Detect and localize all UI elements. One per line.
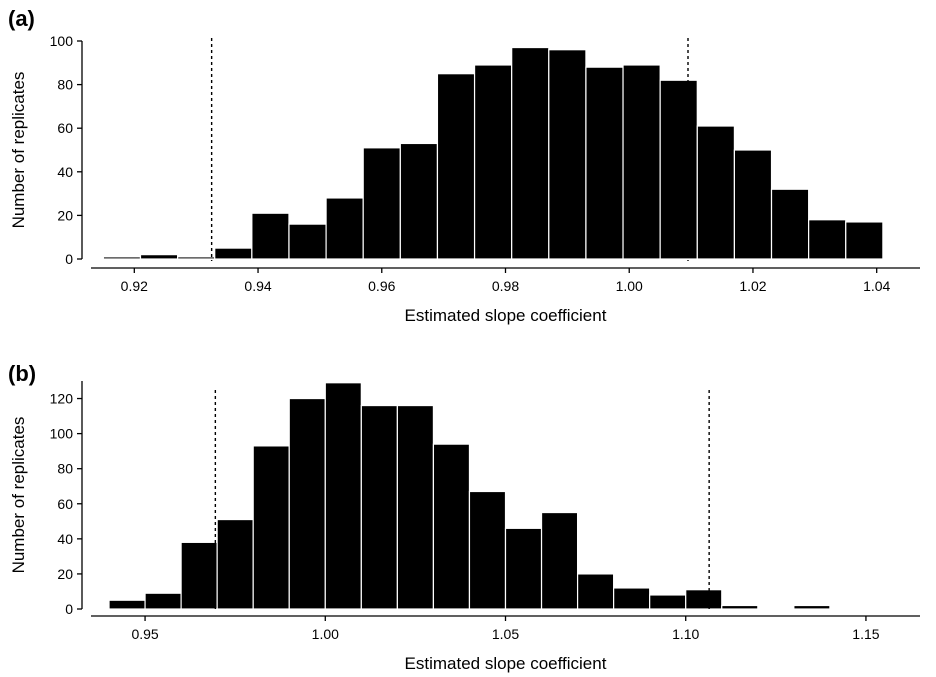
histogram-bar bbox=[548, 49, 587, 260]
histogram-bar bbox=[504, 527, 543, 610]
histogram-bar bbox=[793, 604, 831, 610]
y-tick-label: 0 bbox=[65, 601, 73, 617]
histogram-bar bbox=[362, 147, 401, 260]
x-tick-label: 1.10 bbox=[672, 626, 699, 642]
y-tick-label: 40 bbox=[57, 164, 73, 180]
x-tick-label: 1.00 bbox=[312, 626, 339, 642]
y-tick-label: 100 bbox=[50, 33, 74, 49]
x-tick-label: 1.00 bbox=[616, 278, 643, 294]
y-tick-label: 0 bbox=[65, 251, 73, 267]
histogram-bar bbox=[649, 594, 687, 610]
chart-b: 0 20 40 60 80 100 120 0.95 1.00 1.05 1.10 1.15 Estim… bbox=[9, 381, 920, 673]
histogram-bar bbox=[144, 592, 182, 610]
histogram-bar bbox=[325, 197, 364, 260]
panel-a-label: (a) bbox=[8, 6, 35, 31]
chart-a: 0 20 40 60 80 100 0.92 0.94 0.96 0.98 1.00 1.02 1.04… bbox=[9, 33, 920, 325]
y-axis-label: Number of replicates bbox=[9, 417, 28, 574]
x-axis-label: Estimated slope coefficient bbox=[405, 306, 607, 325]
histogram-bar bbox=[216, 518, 254, 610]
y-axis-label: Number of replicates bbox=[9, 72, 28, 229]
y-tick-label: 40 bbox=[57, 531, 73, 547]
y-tick-label: 60 bbox=[57, 120, 73, 136]
histogram-bar bbox=[399, 142, 439, 260]
histogram-bar bbox=[139, 254, 179, 260]
histogram-bar bbox=[252, 445, 290, 610]
histogram-bar bbox=[622, 64, 661, 260]
histogram-bar bbox=[436, 73, 476, 260]
y-tick-label: 60 bbox=[57, 496, 73, 512]
x-tick-label: 1.15 bbox=[852, 626, 879, 642]
y-tick-label: 80 bbox=[57, 77, 73, 93]
histogram-bar bbox=[108, 599, 146, 610]
histogram-bar bbox=[659, 79, 698, 260]
histogram-bar bbox=[721, 604, 759, 610]
x-tick-label: 1.05 bbox=[492, 626, 519, 642]
histogram-bar bbox=[576, 573, 615, 610]
histogram-bar bbox=[288, 223, 327, 260]
x-axis-label: Estimated slope coefficient bbox=[405, 654, 607, 673]
y-tick-label: 20 bbox=[57, 207, 73, 223]
y-tick-label: 100 bbox=[50, 426, 74, 442]
histogram-bar bbox=[177, 256, 216, 260]
histogram-bar bbox=[214, 247, 253, 260]
histogram-bar bbox=[808, 219, 847, 260]
histogram-bar bbox=[613, 587, 651, 610]
histogram-bar bbox=[432, 443, 471, 610]
x-tick-label: 0.96 bbox=[368, 278, 395, 294]
x-tick-label: 0.92 bbox=[121, 278, 148, 294]
histogram-bar bbox=[540, 511, 579, 610]
histogram-bar bbox=[685, 589, 723, 610]
x-tick-label: 1.04 bbox=[863, 278, 890, 294]
histogram-bar bbox=[585, 66, 624, 260]
histogram-bar bbox=[733, 149, 773, 260]
panel-b-label: (b) bbox=[8, 361, 37, 386]
histogram-bar bbox=[770, 188, 810, 260]
y-tick-label: 20 bbox=[57, 566, 73, 582]
histogram-bar bbox=[473, 64, 513, 260]
histogram-bar bbox=[180, 541, 218, 610]
histogram-bar bbox=[288, 397, 326, 610]
y-tick-label: 80 bbox=[57, 461, 73, 477]
x-tick-label: 0.95 bbox=[131, 626, 158, 642]
histogram-bar bbox=[845, 221, 884, 260]
histogram-bar bbox=[324, 382, 362, 610]
histogram-bar bbox=[251, 212, 290, 260]
histogram-bar bbox=[396, 404, 435, 610]
histogram-bar bbox=[102, 256, 142, 260]
x-tick-label: 1.02 bbox=[739, 278, 766, 294]
histogram-bar bbox=[696, 125, 736, 260]
y-tick-label: 120 bbox=[50, 391, 74, 407]
histogram-bar bbox=[468, 490, 507, 610]
histogram-bar bbox=[511, 46, 550, 260]
histogram-bar bbox=[360, 404, 398, 610]
x-tick-label: 0.98 bbox=[492, 278, 519, 294]
x-tick-label: 0.94 bbox=[244, 278, 271, 294]
